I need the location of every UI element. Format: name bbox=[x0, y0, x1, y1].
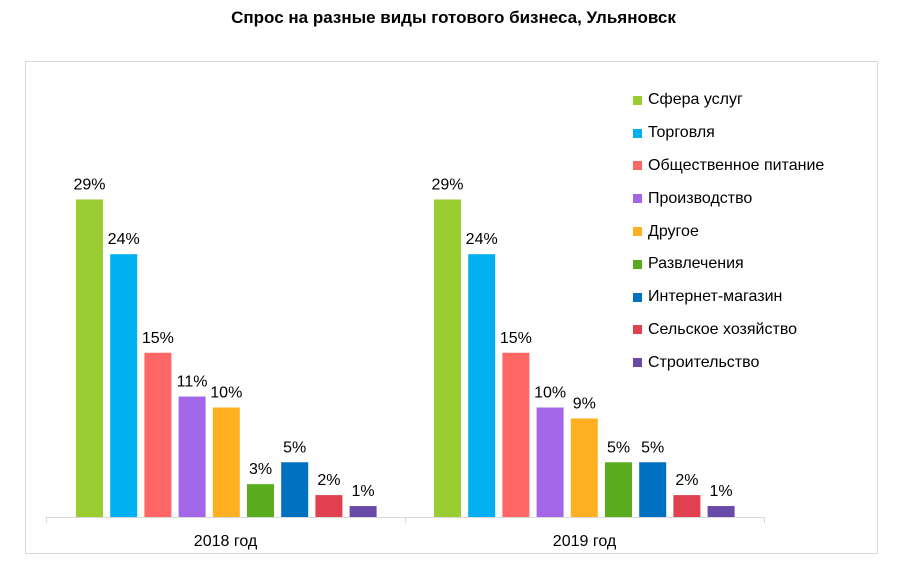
legend-label: Другое bbox=[648, 222, 699, 240]
bar bbox=[639, 462, 667, 517]
legend-item: Развлечения bbox=[633, 248, 824, 281]
legend-swatch bbox=[633, 128, 642, 138]
bar bbox=[570, 418, 598, 517]
data-label: 24% bbox=[108, 231, 140, 248]
legend: Сфера услуг Торговля Общественное питание П… bbox=[633, 84, 824, 379]
legend-item: Производство bbox=[633, 182, 824, 215]
legend-swatch bbox=[633, 259, 642, 269]
data-label: 2% bbox=[317, 472, 340, 489]
legend-swatch bbox=[633, 95, 642, 105]
data-label: 24% bbox=[466, 231, 498, 248]
legend-label: Сфера услуг bbox=[648, 91, 743, 109]
bar bbox=[178, 396, 206, 517]
legend-item: Другое bbox=[633, 215, 824, 248]
legend-swatch bbox=[633, 227, 642, 237]
legend-item: Интернет-магазин bbox=[633, 281, 824, 314]
bar bbox=[673, 495, 701, 517]
data-label: 10% bbox=[534, 385, 566, 402]
legend-label: Общественное питание bbox=[648, 156, 825, 174]
bar bbox=[281, 462, 309, 517]
legend-label: Производство bbox=[648, 189, 753, 207]
data-label: 10% bbox=[210, 385, 242, 402]
data-label: 9% bbox=[573, 395, 596, 412]
legend-item: Общественное питание bbox=[633, 150, 824, 183]
legend-item: Сфера услуг bbox=[633, 84, 824, 117]
bar bbox=[536, 407, 564, 517]
legend-label: Интернет-магазин bbox=[648, 288, 783, 306]
bar bbox=[212, 407, 240, 517]
chart-title: Спрос на разные виды готового бизнеса, У… bbox=[231, 8, 676, 27]
bar bbox=[315, 495, 343, 517]
bar bbox=[468, 254, 496, 517]
data-label: 5% bbox=[641, 439, 664, 456]
data-label: 29% bbox=[73, 176, 105, 193]
legend-item: Строительство bbox=[633, 346, 824, 379]
data-label: 1% bbox=[710, 483, 733, 500]
legend-item: Сельское хозяйство bbox=[633, 314, 824, 347]
legend-label: Строительство bbox=[648, 353, 760, 371]
data-label: 15% bbox=[500, 330, 532, 347]
data-label: 29% bbox=[431, 176, 463, 193]
legend-swatch bbox=[633, 292, 642, 302]
bar bbox=[349, 506, 377, 517]
legend-label: Развлечения bbox=[648, 255, 744, 273]
legend-item: Торговля bbox=[633, 117, 824, 150]
bar bbox=[502, 352, 530, 517]
legend-swatch bbox=[633, 358, 642, 368]
legend-swatch bbox=[633, 194, 642, 204]
data-label: 5% bbox=[283, 439, 306, 456]
bar bbox=[247, 484, 274, 517]
legend-swatch bbox=[633, 325, 642, 335]
data-label: 11% bbox=[177, 374, 208, 391]
bar bbox=[76, 199, 103, 517]
plot-area-frame bbox=[25, 61, 878, 554]
legend-label: Торговля bbox=[648, 124, 715, 142]
bar bbox=[707, 506, 735, 517]
data-label: 2% bbox=[675, 472, 698, 489]
data-label: 5% bbox=[607, 439, 630, 456]
data-label: 3% bbox=[249, 461, 272, 478]
x-tick-label: 2019 год bbox=[553, 533, 617, 550]
legend-swatch bbox=[633, 161, 642, 171]
bar bbox=[605, 462, 632, 517]
bar bbox=[434, 199, 461, 517]
data-label: 15% bbox=[142, 330, 174, 347]
legend-label: Сельское хозяйство bbox=[648, 320, 798, 338]
x-tick-label: 2018 год bbox=[194, 533, 258, 550]
bar bbox=[110, 254, 138, 517]
data-label: 1% bbox=[352, 483, 375, 500]
bar bbox=[144, 352, 172, 517]
